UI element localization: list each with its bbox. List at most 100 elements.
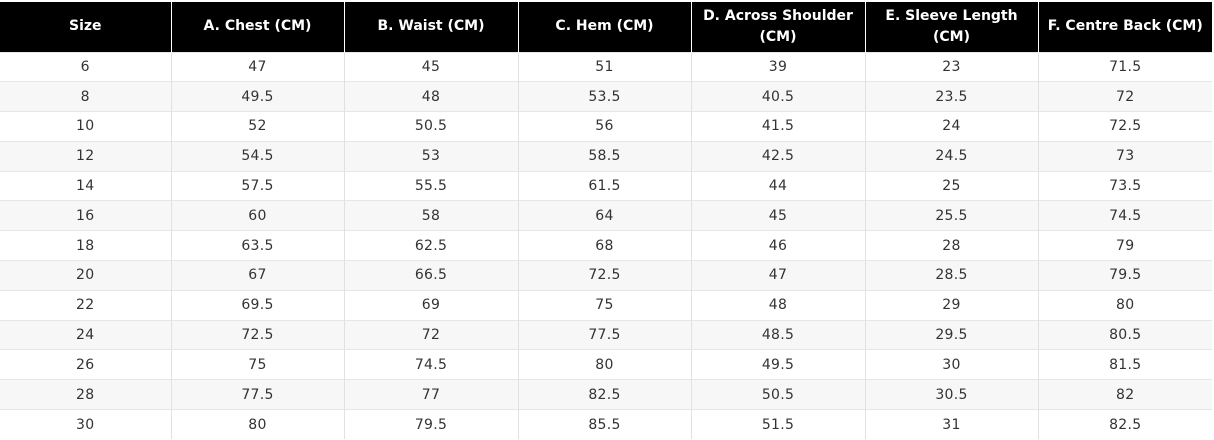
sleeve-length-cell: 25: [864, 170, 1038, 201]
centre-back-cell: 73.5: [1037, 170, 1212, 201]
size-chart-header: Size A. Chest (CM) B. Waist (CM) C. Hem …: [0, 2, 1212, 52]
hem-cell: 77.5: [517, 319, 691, 350]
table-row: 6 47 45 51 39 23 71.5: [0, 51, 1212, 82]
table-row: 8 49.5 48 53.5 40.5 23.5 72: [0, 81, 1212, 112]
table-row: 20 67 66.5 72.5 47 28.5 79.5: [0, 260, 1212, 291]
chest-cell: 72.5: [170, 319, 344, 350]
across-shoulder-cell: 50.5: [690, 379, 865, 410]
waist-cell: 55.5: [343, 170, 518, 201]
hem-cell: 51: [517, 51, 691, 82]
sleeve-length-cell: 24.5: [864, 140, 1038, 172]
sleeve-length-cell: 30: [864, 349, 1038, 380]
waist-cell: 69: [343, 289, 518, 321]
centre-back-cell: 80: [1037, 289, 1212, 321]
chest-cell: 69.5: [170, 289, 344, 321]
table-row: 10 52 50.5 56 41.5 24 72.5: [0, 111, 1212, 142]
header-size: Size: [0, 2, 171, 52]
hem-cell: 68: [517, 230, 691, 261]
sleeve-length-cell: 24: [864, 111, 1038, 142]
size-cell: 18: [0, 230, 171, 261]
size-cell: 16: [0, 200, 171, 231]
sleeve-length-cell: 29: [864, 289, 1038, 321]
size-cell: 14: [0, 170, 171, 201]
centre-back-cell: 73: [1037, 140, 1212, 172]
waist-cell: 74.5: [343, 349, 518, 380]
centre-back-cell: 74.5: [1037, 200, 1212, 231]
header-hem: C. Hem (CM): [517, 2, 691, 52]
chest-cell: 49.5: [170, 81, 344, 112]
chest-cell: 63.5: [170, 230, 344, 261]
sleeve-length-cell: 23: [864, 51, 1038, 82]
across-shoulder-cell: 44: [690, 170, 865, 201]
size-cell: 8: [0, 81, 171, 112]
table-row: 30 80 79.5 85.5 51.5 31 82.5: [0, 409, 1212, 440]
waist-cell: 50.5: [343, 111, 518, 142]
across-shoulder-cell: 48.5: [690, 319, 865, 350]
waist-cell: 45: [343, 51, 518, 82]
size-cell: 28: [0, 379, 171, 410]
chest-cell: 75: [170, 349, 344, 380]
across-shoulder-cell: 47: [690, 260, 865, 291]
hem-cell: 61.5: [517, 170, 691, 201]
across-shoulder-cell: 41.5: [690, 111, 865, 142]
across-shoulder-cell: 42.5: [690, 140, 865, 172]
hem-cell: 56: [517, 111, 691, 142]
hem-cell: 72.5: [517, 260, 691, 291]
table-row: 26 75 74.5 80 49.5 30 81.5: [0, 349, 1212, 380]
waist-cell: 79.5: [343, 409, 518, 440]
across-shoulder-cell: 48: [690, 289, 865, 321]
waist-cell: 53: [343, 140, 518, 172]
across-shoulder-cell: 39: [690, 51, 865, 82]
hem-cell: 58.5: [517, 140, 691, 172]
header-waist: B. Waist (CM): [343, 2, 518, 52]
across-shoulder-cell: 45: [690, 200, 865, 231]
chest-cell: 52: [170, 111, 344, 142]
waist-cell: 77: [343, 379, 518, 410]
size-cell: 30: [0, 409, 171, 440]
header-sleeve-length: E. Sleeve Length (CM): [864, 2, 1038, 52]
centre-back-cell: 82.5: [1037, 409, 1212, 440]
centre-back-cell: 72.5: [1037, 111, 1212, 142]
header-across-shoulder: D. Across Shoulder (CM): [690, 2, 865, 52]
sleeve-length-cell: 25.5: [864, 200, 1038, 231]
sleeve-length-cell: 31: [864, 409, 1038, 440]
size-cell: 6: [0, 51, 171, 82]
table-row: 18 63.5 62.5 68 46 28 79: [0, 230, 1212, 261]
across-shoulder-cell: 46: [690, 230, 865, 261]
centre-back-cell: 72: [1037, 81, 1212, 112]
size-cell: 12: [0, 140, 171, 172]
size-cell: 26: [0, 349, 171, 380]
table-row: 12 54.5 53 58.5 42.5 24.5 73: [0, 140, 1212, 172]
table-row: 22 69.5 69 75 48 29 80: [0, 289, 1212, 321]
waist-cell: 58: [343, 200, 518, 231]
chest-cell: 80: [170, 409, 344, 440]
sleeve-length-cell: 28.5: [864, 260, 1038, 291]
header-row: Size A. Chest (CM) B. Waist (CM) C. Hem …: [0, 2, 1212, 52]
chest-cell: 67: [170, 260, 344, 291]
size-cell: 10: [0, 111, 171, 142]
header-centre-back: F. Centre Back (CM): [1037, 2, 1212, 52]
chest-cell: 77.5: [170, 379, 344, 410]
chest-cell: 47: [170, 51, 344, 82]
across-shoulder-cell: 40.5: [690, 81, 865, 112]
hem-cell: 82.5: [517, 379, 691, 410]
centre-back-cell: 82: [1037, 379, 1212, 410]
across-shoulder-cell: 51.5: [690, 409, 865, 440]
waist-cell: 72: [343, 319, 518, 350]
sleeve-length-cell: 29.5: [864, 319, 1038, 350]
centre-back-cell: 80.5: [1037, 319, 1212, 350]
sleeve-length-cell: 28: [864, 230, 1038, 261]
size-chart-body: 6 47 45 51 39 23 71.5 8 49.5 48 53.5 40.5 23.5 72 10 52…: [0, 51, 1212, 440]
header-chest: A. Chest (CM): [170, 2, 344, 52]
hem-cell: 53.5: [517, 81, 691, 112]
hem-cell: 80: [517, 349, 691, 380]
size-cell: 24: [0, 319, 171, 350]
centre-back-cell: 79.5: [1037, 260, 1212, 291]
across-shoulder-cell: 49.5: [690, 349, 865, 380]
centre-back-cell: 81.5: [1037, 349, 1212, 380]
hem-cell: 75: [517, 289, 691, 321]
size-cell: 22: [0, 289, 171, 321]
sleeve-length-cell: 30.5: [864, 379, 1038, 410]
